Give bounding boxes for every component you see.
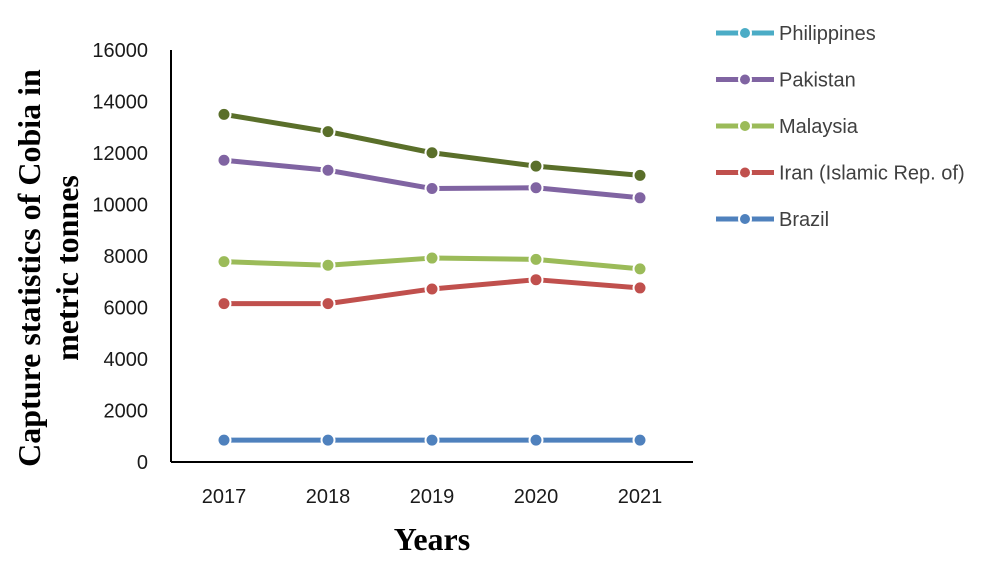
x-tick-label: 2020 (514, 486, 559, 508)
series-iran-islamic-rep-of (216, 272, 648, 312)
legend-swatch-marker (738, 165, 752, 180)
series-philippines (216, 106, 648, 183)
y-tick-label: 4000 (104, 349, 149, 371)
x-tick-label: 2018 (306, 486, 351, 508)
data-point (216, 432, 232, 448)
legend-label: Malaysia (779, 116, 859, 138)
x-tick-labels: 2017 2018 2019 2020 2021 (202, 486, 663, 508)
x-tick-label: 2019 (410, 486, 455, 508)
data-point (216, 296, 232, 312)
legend-label: Brazil (779, 209, 829, 231)
data-point (632, 261, 648, 277)
data-point (632, 167, 648, 183)
data-point (216, 254, 232, 270)
series-malaysia (216, 250, 648, 277)
legend-swatch-marker (738, 72, 752, 87)
data-point (424, 281, 440, 297)
legend-item: Pakistan (716, 70, 856, 92)
legend-label: Iran (Islamic Rep. of) (779, 163, 965, 185)
data-point (528, 251, 544, 267)
data-point (632, 280, 648, 296)
y-tick-label: 8000 (104, 246, 149, 268)
series-brazil (216, 432, 648, 448)
y-axis-title-line-1: Capture statistics of Cobia in (11, 69, 47, 467)
data-point (528, 432, 544, 448)
x-tick-label: 2017 (202, 486, 247, 508)
data-point (424, 145, 440, 161)
y-tick-label: 10000 (92, 195, 148, 217)
y-tick-label: 6000 (104, 298, 149, 320)
y-tick-label: 0 (137, 452, 148, 474)
data-point (528, 158, 544, 174)
x-tick-label: 2021 (618, 486, 663, 508)
data-point (320, 257, 336, 273)
legend-label: Pakistan (779, 70, 856, 92)
y-tick-label: 12000 (92, 143, 148, 165)
y-tick-label: 2000 (104, 401, 149, 423)
data-point (320, 162, 336, 178)
axes (170, 50, 693, 463)
x-axis-title: Years (394, 521, 470, 557)
y-tick-label: 14000 (92, 92, 148, 114)
legend-item: Iran (Islamic Rep. of) (716, 163, 965, 185)
data-point (320, 124, 336, 140)
series-pakistan (216, 152, 648, 206)
data-point (424, 181, 440, 197)
y-axis-title-line-2: metric tonnes (49, 175, 85, 361)
data-point (528, 272, 544, 288)
series-lines (216, 106, 648, 448)
data-point (216, 106, 232, 122)
data-point (632, 432, 648, 448)
data-point (320, 432, 336, 448)
legend-swatch-marker (738, 26, 752, 40)
data-point (216, 152, 232, 168)
legend: Philippines Pakistan Malaysia Iran (Islamic… (716, 23, 965, 231)
legend-item: Brazil (716, 209, 829, 231)
data-point (528, 180, 544, 196)
legend-swatch-marker (738, 212, 752, 226)
data-point (424, 250, 440, 266)
legend-item: Philippines (716, 23, 876, 45)
legend-swatch-marker (738, 119, 752, 133)
data-point (424, 432, 440, 448)
data-point (632, 190, 648, 206)
y-tick-label: 16000 (92, 40, 148, 62)
data-point (320, 296, 336, 312)
legend-item: Malaysia (716, 116, 859, 138)
y-tick-labels: 0 2000 4000 6000 8000 10000 12000 14000 16000 (92, 40, 148, 474)
legend-label: Philippines (779, 23, 876, 45)
